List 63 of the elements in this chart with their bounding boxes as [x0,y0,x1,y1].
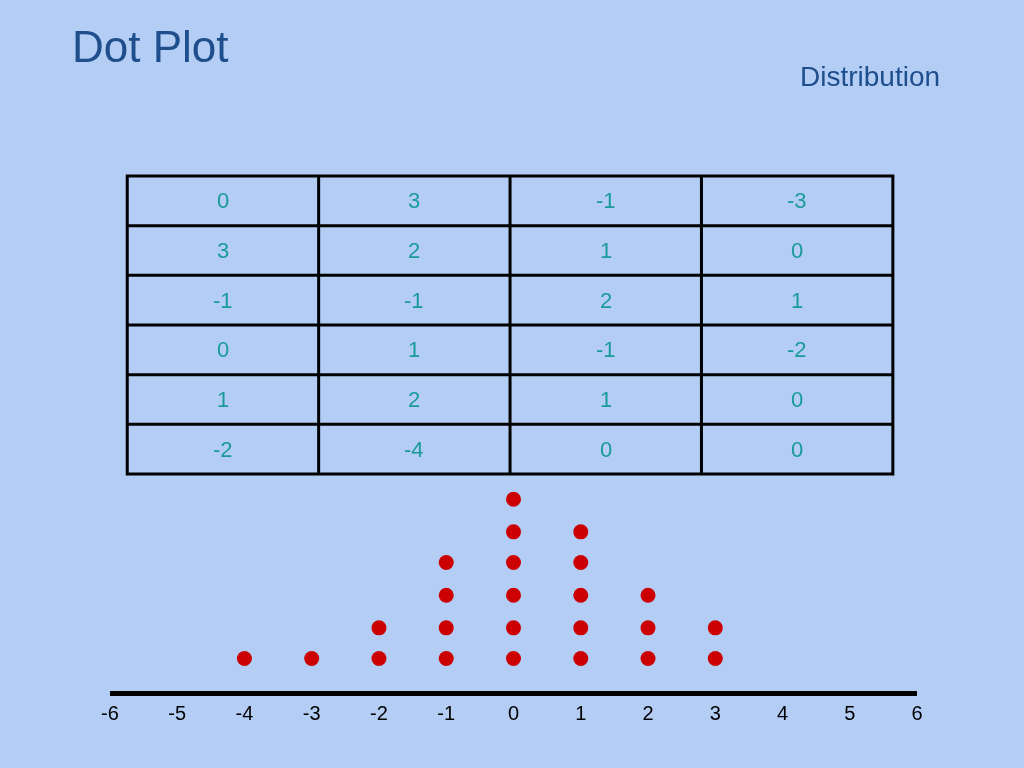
text: 1 [791,288,804,313]
text: 2 [408,238,421,263]
text: 1 [217,387,230,412]
x-tick-label: 0 [507,702,520,725]
point [438,651,454,667]
x-tick-label: -1 [437,702,456,725]
text: -2 [213,437,233,462]
text: 0 [600,437,613,462]
text: -3 [787,188,807,213]
point [707,651,723,667]
point [506,620,521,636]
text: 2 [408,387,421,412]
x-tick-label: 4 [777,702,789,725]
x-tick-label: -6 [101,702,119,725]
text: 0 [791,437,804,462]
text: -1 [213,288,233,313]
point [640,651,656,667]
text: 1 [600,387,613,412]
text: -4 [404,437,424,462]
x-tick-label: 6 [911,702,923,725]
text: 2 [600,288,613,313]
point [573,555,589,571]
point [506,491,521,507]
point [371,620,387,636]
point [573,587,589,603]
point [371,651,387,667]
text: 1 [408,337,421,362]
point [304,651,320,667]
text: 0 [217,188,230,213]
text: 0 [791,238,804,263]
text: -1 [404,288,424,313]
text: 3 [217,238,230,263]
x-tick-label: -3 [302,702,321,725]
text: -1 [596,337,616,362]
point [438,555,454,571]
x-tick-label: 1 [575,702,587,725]
x-tick-label: 5 [844,702,856,725]
x-tick-label: 2 [642,702,654,725]
x-tick-label: -4 [235,702,254,725]
chart-subtitle: Distribution [800,61,941,92]
chart-title: Dot Plot [72,22,229,71]
text: -2 [787,337,807,362]
text: -1 [596,188,616,213]
point [573,620,589,636]
text: 0 [217,337,230,362]
point [506,524,521,540]
point [573,651,589,667]
text: 1 [600,238,613,263]
point [438,620,454,636]
point [506,651,521,667]
point [707,620,723,636]
x-tick-label: 3 [709,702,721,725]
x-tick-label: -5 [168,702,187,725]
point [506,555,521,571]
point [640,587,656,603]
text: 0 [791,387,804,412]
text: 3 [408,188,421,213]
x-tick-label: -2 [370,702,388,725]
point [573,524,589,540]
point [640,620,656,636]
point [506,587,521,603]
point [236,651,252,667]
point [438,587,454,603]
